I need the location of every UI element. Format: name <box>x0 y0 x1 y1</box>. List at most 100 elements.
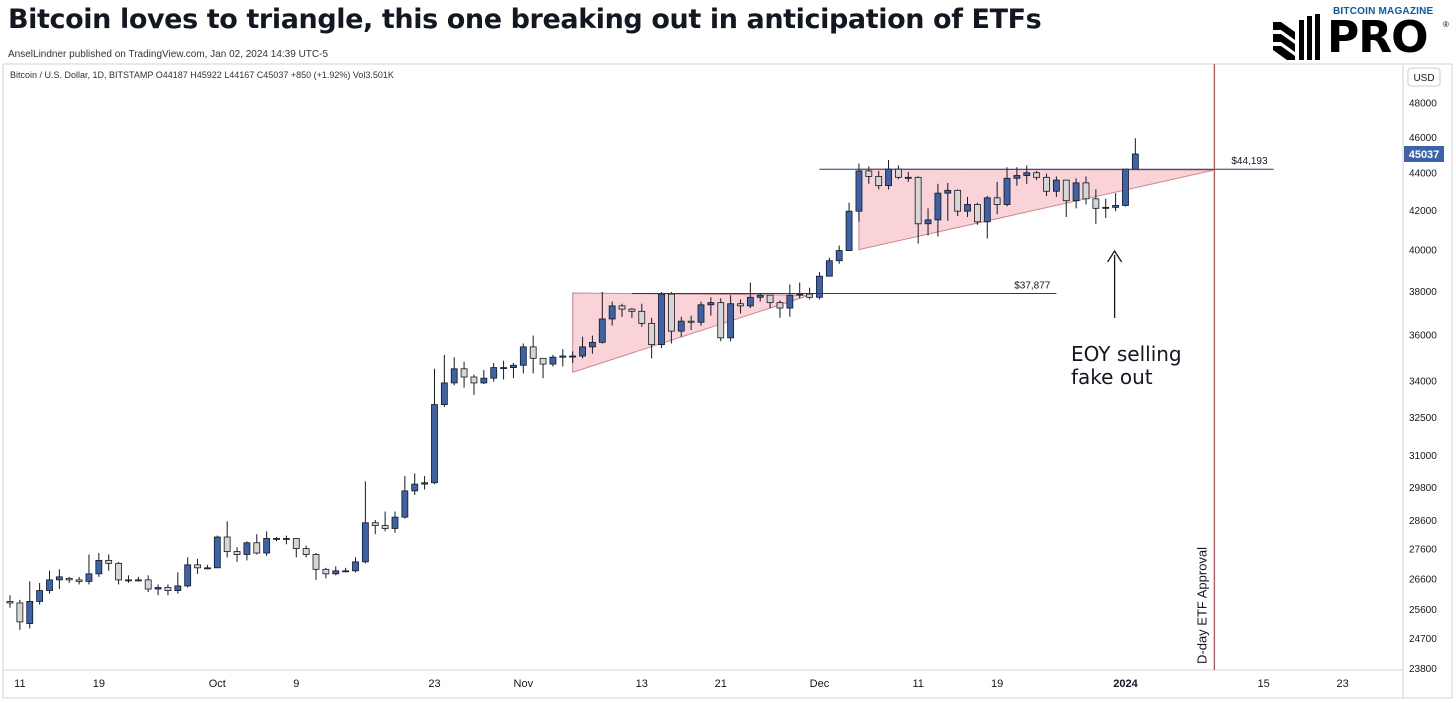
candle <box>944 182 952 221</box>
candle <box>204 564 211 570</box>
candle <box>746 282 754 309</box>
candle-body <box>1082 182 1090 200</box>
candle <box>194 558 201 574</box>
candle-body <box>1023 172 1031 176</box>
candle <box>904 171 912 182</box>
candle-body <box>332 570 340 575</box>
last-price-label: 45037 <box>1409 149 1440 161</box>
candle-body <box>697 304 705 323</box>
candle-body <box>46 579 53 591</box>
candle <box>213 535 221 569</box>
candle <box>875 170 883 190</box>
candle <box>105 554 113 571</box>
candle-body <box>204 567 211 570</box>
x-tick-label: 11 <box>912 678 923 690</box>
y-tick-label: 28600 <box>1409 516 1437 527</box>
candle <box>352 557 359 573</box>
candle <box>431 368 438 485</box>
candle-body <box>1112 205 1119 208</box>
candle <box>628 308 636 318</box>
candle <box>460 361 468 388</box>
candle-body <box>539 357 547 365</box>
candle <box>786 284 794 317</box>
candle <box>845 202 853 251</box>
candle <box>638 303 646 327</box>
candle <box>974 202 981 225</box>
candle <box>648 317 656 359</box>
candle <box>322 567 330 579</box>
candle <box>579 336 586 359</box>
candle-body <box>125 579 132 582</box>
candle <box>727 295 735 342</box>
candle <box>1043 173 1050 196</box>
candle <box>677 316 685 337</box>
candle-body <box>1092 198 1100 209</box>
candle-body <box>213 536 221 569</box>
y-tick-label: 34000 <box>1409 377 1437 388</box>
candle <box>885 160 892 190</box>
currency-button[interactable] <box>1407 67 1441 87</box>
candle-body <box>549 356 557 365</box>
candle <box>75 576 83 585</box>
y-tick-label: 29800 <box>1409 483 1437 494</box>
x-tick-label: 19 <box>93 678 105 690</box>
candle-body <box>144 579 152 590</box>
bitcoin-magazine-pro-logo: BITCOIN MAGAZINE PRO ® <box>1273 6 1451 62</box>
candle-body <box>529 346 537 359</box>
candle-body <box>618 305 626 310</box>
candle <box>717 298 725 342</box>
chart-frame <box>2 63 1453 699</box>
candle <box>115 561 122 585</box>
candle <box>559 349 567 367</box>
candle-body <box>1062 179 1070 202</box>
line-annotations: $37,877 $44,193 D-day ETF Approval EOY sell… <box>631 64 1274 670</box>
y-tick-label: 44000 <box>1409 169 1437 180</box>
x-tick-label: 23 <box>428 678 440 690</box>
candle <box>253 534 261 555</box>
candle <box>598 291 606 344</box>
candle <box>411 473 419 495</box>
candle-body <box>825 260 833 277</box>
candle-body <box>648 322 656 346</box>
candle-body <box>638 310 646 324</box>
y-tick-label: 31000 <box>1409 451 1437 462</box>
candles <box>6 138 1139 630</box>
candle <box>470 374 478 395</box>
candle-body <box>65 577 73 581</box>
x-tick-label: Oct <box>209 678 226 690</box>
note-arrow-head <box>1107 249 1123 263</box>
candle <box>1003 167 1011 207</box>
candle <box>1092 189 1100 224</box>
candle-body <box>519 346 527 366</box>
y-tick-label: 48000 <box>1409 99 1437 110</box>
candle <box>1033 170 1041 181</box>
candle-body <box>253 542 261 554</box>
candle <box>6 595 14 608</box>
candle <box>569 351 577 363</box>
candle <box>342 567 350 573</box>
candle-body <box>480 377 488 384</box>
logo-registered-mark: ® <box>1443 20 1449 29</box>
candle <box>1023 165 1031 184</box>
candle <box>1072 178 1080 209</box>
candle-body <box>766 294 774 304</box>
candle-body <box>569 355 577 358</box>
candle-body <box>85 573 93 582</box>
candle <box>687 315 695 331</box>
candle-body <box>115 562 122 581</box>
candle-body <box>944 189 952 194</box>
candle-body <box>806 293 813 298</box>
candle-body <box>1122 168 1129 206</box>
candle-body <box>95 559 103 575</box>
candle-body <box>134 579 142 582</box>
note-line-1: EOY selling <box>1071 342 1182 366</box>
candle <box>500 360 507 380</box>
candle-body <box>312 554 320 570</box>
price-axis: 48000 46000 44000 42000 40000 38000 36000 34000… <box>1404 99 1444 675</box>
x-tick-label: 2024 <box>1113 678 1138 690</box>
candle <box>855 163 863 222</box>
candle-body <box>954 189 962 212</box>
y-tick-label: 42000 <box>1409 206 1437 217</box>
candle-body <box>421 482 429 485</box>
